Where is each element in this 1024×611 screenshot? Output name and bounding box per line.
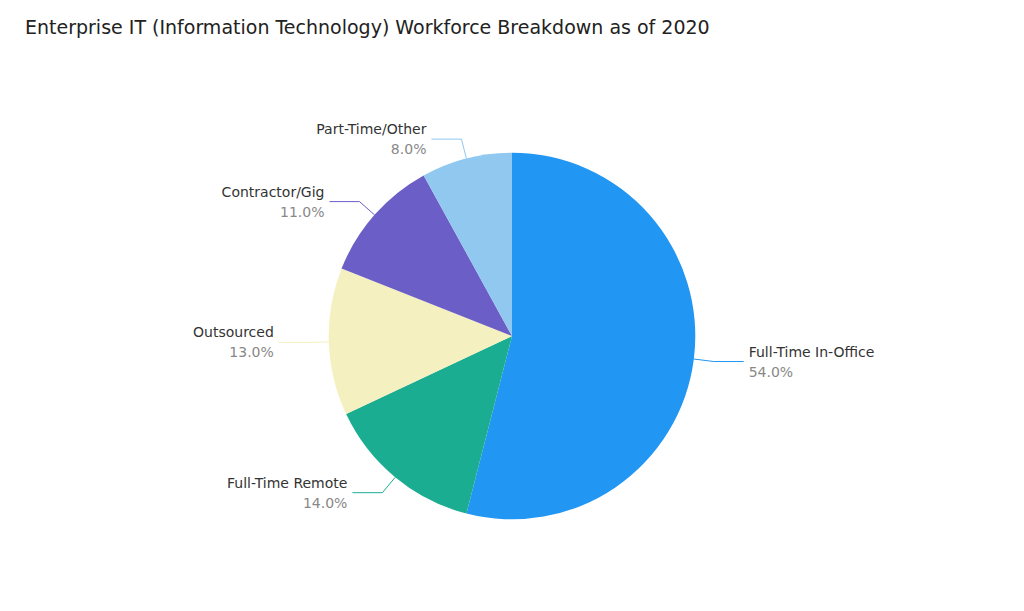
svg-text:Contractor/Gig: Contractor/Gig: [222, 184, 325, 200]
svg-text:14.0%: 14.0%: [303, 495, 347, 511]
svg-text:Outsourced: Outsourced: [193, 324, 274, 340]
svg-text:Full-Time In-Office: Full-Time In-Office: [749, 344, 875, 360]
svg-text:Part-Time/Other: Part-Time/Other: [316, 121, 426, 137]
svg-text:11.0%: 11.0%: [280, 204, 324, 220]
svg-text:13.0%: 13.0%: [229, 344, 273, 360]
svg-text:54.0%: 54.0%: [749, 364, 793, 380]
svg-text:Enterprise IT (Information Tec: Enterprise IT (Information Technology) W…: [25, 16, 710, 38]
svg-text:Full-Time Remote: Full-Time Remote: [227, 475, 347, 491]
svg-text:8.0%: 8.0%: [391, 141, 427, 157]
